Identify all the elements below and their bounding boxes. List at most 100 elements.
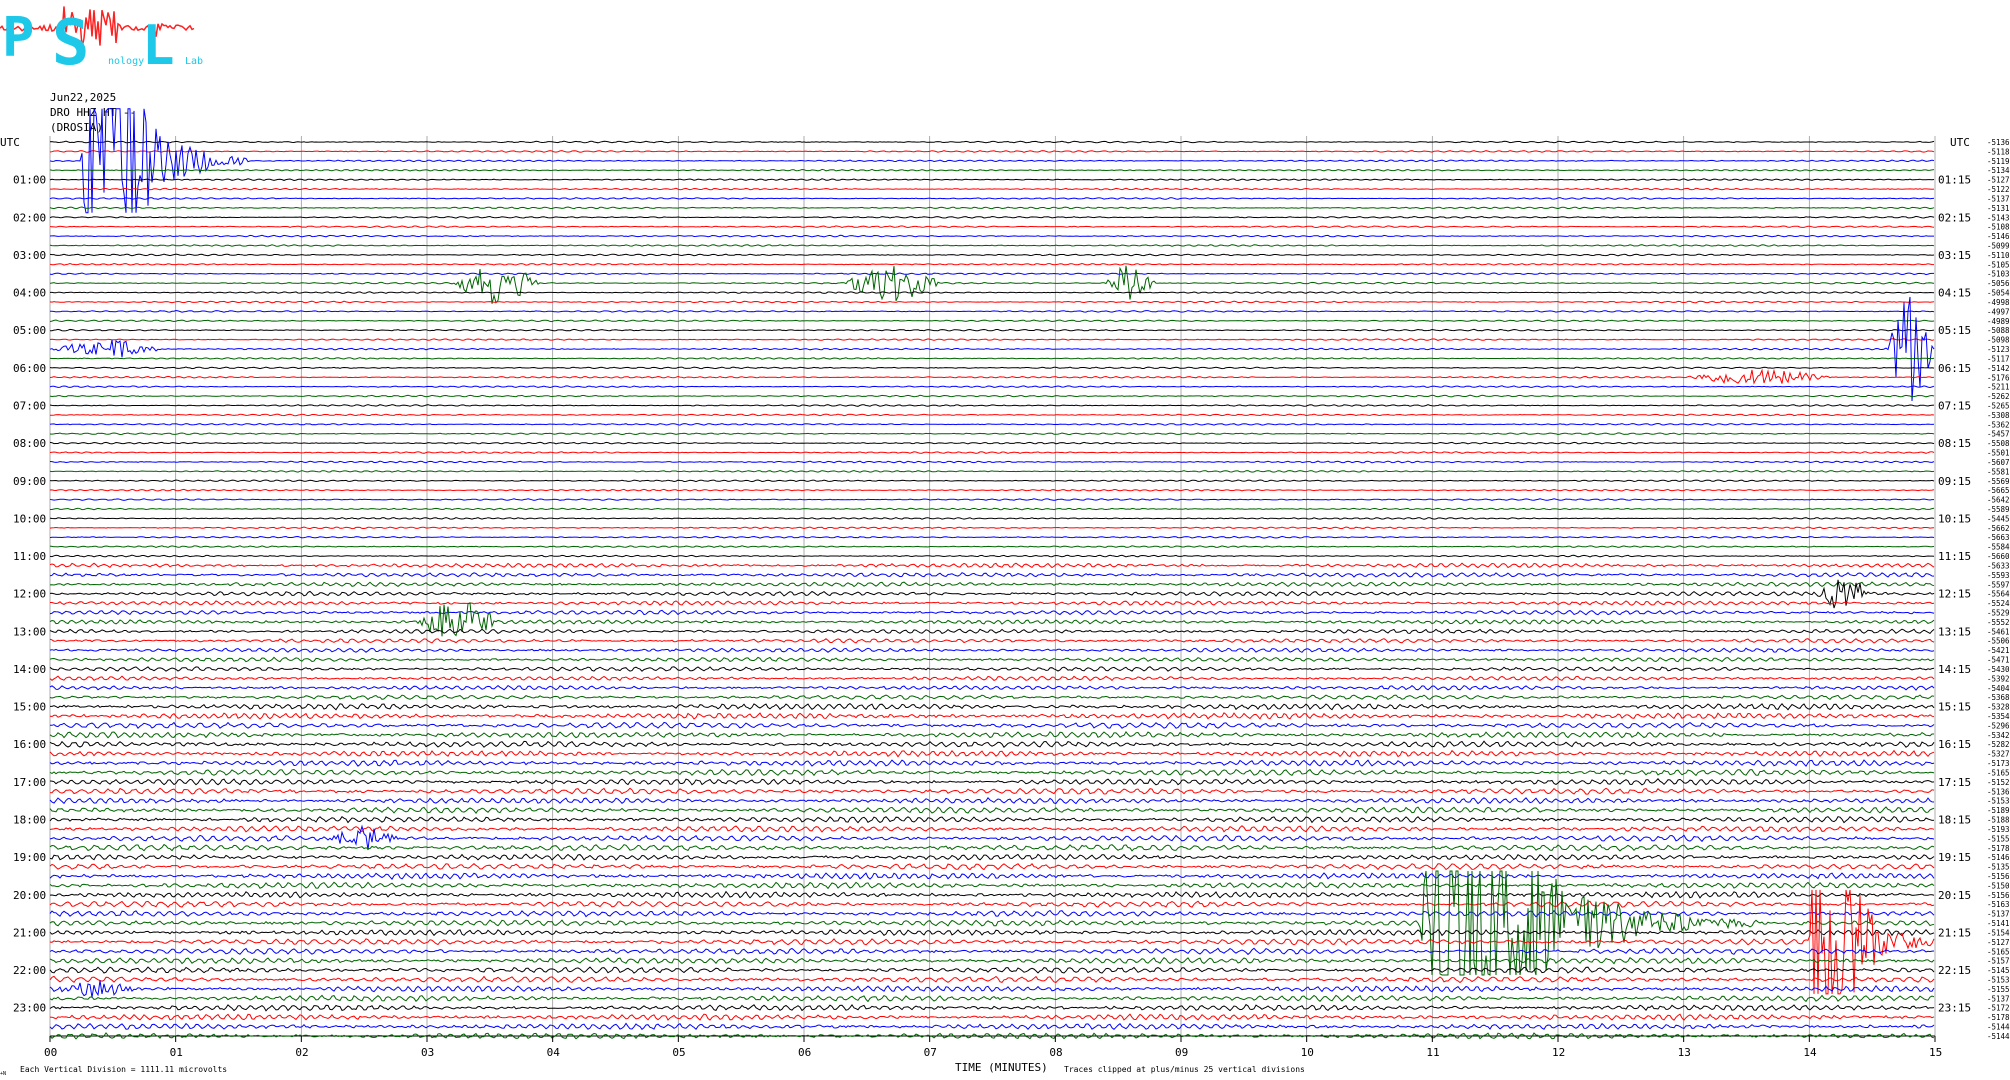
left-hour-label: 07:00	[13, 399, 46, 412]
right-hour-label: 06:15	[1938, 362, 1971, 375]
x-tick-label: 01	[170, 1046, 183, 1059]
left-hour-label: 09:00	[13, 475, 46, 488]
time-grid	[49, 136, 1936, 1037]
trace-row	[49, 328, 1935, 332]
right-hour-label: 08:15	[1938, 437, 1971, 450]
trace-row	[49, 872, 1935, 880]
trace-row	[49, 215, 1935, 219]
left-hour-label: 20:00	[13, 889, 46, 902]
right-hour-label: 23:15	[1938, 1002, 1971, 1015]
trace-row	[49, 721, 1935, 729]
logo-seismic-trace-icon	[0, 6, 195, 48]
trace-row	[49, 825, 1935, 833]
row-mean-label: -4998	[1987, 298, 2010, 307]
trace-row	[49, 881, 1935, 890]
trace-row	[49, 638, 1935, 644]
right-hour-label: 19:15	[1938, 851, 1971, 864]
row-mean-label: -5134	[1987, 166, 2010, 175]
trace-row	[49, 966, 1935, 974]
trace-row	[49, 980, 1935, 998]
trace-row	[50, 309, 1935, 313]
trace-row	[49, 441, 1935, 445]
trace-row	[49, 815, 1935, 824]
trace-row	[49, 140, 1935, 144]
row-mean-label: -5607	[1987, 458, 2010, 467]
row-mean-label: -5127	[1987, 176, 2010, 185]
row-mean-label: -5524	[1987, 599, 2010, 608]
right-hour-label: 12:15	[1938, 588, 1971, 601]
right-hour-label: 04:15	[1938, 287, 1971, 300]
trace-row	[49, 385, 1935, 389]
row-mean-label: -5508	[1987, 439, 2010, 448]
left-hour-label: 15:00	[13, 701, 46, 714]
row-mean-label: -5099	[1987, 242, 2010, 251]
left-hour-label: 01:00	[13, 174, 46, 187]
left-hour-label: 10:00	[13, 512, 46, 525]
row-mean-label: -5155	[1987, 985, 2010, 994]
trace-row	[49, 1013, 1935, 1021]
right-hour-label: 09:15	[1938, 475, 1971, 488]
trace-row	[49, 694, 1935, 701]
right-hour-label: 22:15	[1938, 964, 1971, 977]
trace-row	[49, 168, 1935, 172]
x-axis-title: TIME (MINUTES)	[955, 1061, 1048, 1074]
left-hour-label: 02:00	[13, 211, 46, 224]
trace-row	[49, 404, 1935, 407]
right-hour-label: 15:15	[1938, 701, 1971, 714]
x-tick-label: 15	[1929, 1046, 1942, 1059]
row-mean-label: -5173	[1987, 759, 2010, 768]
row-mean-label: -5142	[1987, 364, 2010, 373]
right-hour-label: 05:15	[1938, 324, 1971, 337]
trace-row	[49, 602, 1935, 637]
trace-row	[49, 244, 1935, 247]
clipping-note: Traces clipped at plus/minus 25 vertical…	[1064, 1065, 1305, 1074]
trace-row	[49, 843, 1935, 852]
right-hour-label: 03:15	[1938, 249, 1971, 262]
x-tick-label: 08	[1049, 1046, 1062, 1059]
trace-row	[49, 870, 1935, 976]
row-mean-label: -5137	[1987, 994, 2010, 1003]
x-tick-label: 13	[1678, 1046, 1691, 1059]
row-mean-label: -4989	[1987, 317, 2010, 326]
trace-row	[49, 469, 1935, 473]
trace-row	[49, 460, 1935, 464]
left-axis-title: UTC	[0, 136, 20, 149]
trace-row	[49, 178, 1935, 182]
row-mean-label: -5404	[1987, 684, 2010, 693]
trace-row	[49, 579, 1935, 609]
row-mean-label: -5308	[1987, 411, 2010, 420]
row-mean-label: -5189	[1987, 806, 2010, 815]
left-hour-label: 22:00	[13, 964, 46, 977]
row-mean-label: -5136	[1987, 787, 2010, 796]
trace-row	[49, 740, 1935, 748]
row-mean-label: -5506	[1987, 637, 2010, 646]
x-tick-label: 12	[1552, 1046, 1565, 1059]
row-mean-label: -5421	[1987, 646, 2010, 655]
left-hour-label: 23:00	[13, 1002, 46, 1015]
row-mean-label: -5265	[1987, 401, 2010, 410]
row-mean-label: -5461	[1987, 627, 2010, 636]
x-tick-label: 03	[421, 1046, 434, 1059]
trace-row	[49, 581, 1935, 588]
right-hour-label: 10:15	[1938, 512, 1971, 525]
row-mean-label: -5569	[1987, 477, 2010, 486]
right-hour-label: 16:15	[1938, 738, 1971, 751]
trace-row	[50, 291, 1935, 294]
trace-row	[50, 413, 1935, 417]
row-mean-label: -5136	[1987, 138, 2010, 147]
row-mean-label: -5157	[1987, 957, 2010, 966]
left-hour-label: 19:00	[13, 851, 46, 864]
right-axis-title: UTC	[1950, 136, 1970, 149]
trace-row	[49, 796, 1935, 805]
trace-row	[49, 656, 1935, 663]
left-hour-label: 18:00	[13, 814, 46, 827]
row-mean-label: -5392	[1987, 674, 2010, 683]
trace-row	[49, 853, 1935, 861]
row-mean-label: -5584	[1987, 543, 2010, 552]
row-mean-label: -5131	[1987, 204, 2010, 213]
trace-row	[50, 187, 1935, 191]
trace-row	[49, 253, 1935, 257]
x-tick-label: 02	[295, 1046, 308, 1059]
row-mean-label: -5368	[1987, 693, 2010, 702]
x-tick-label: 05	[672, 1046, 685, 1059]
